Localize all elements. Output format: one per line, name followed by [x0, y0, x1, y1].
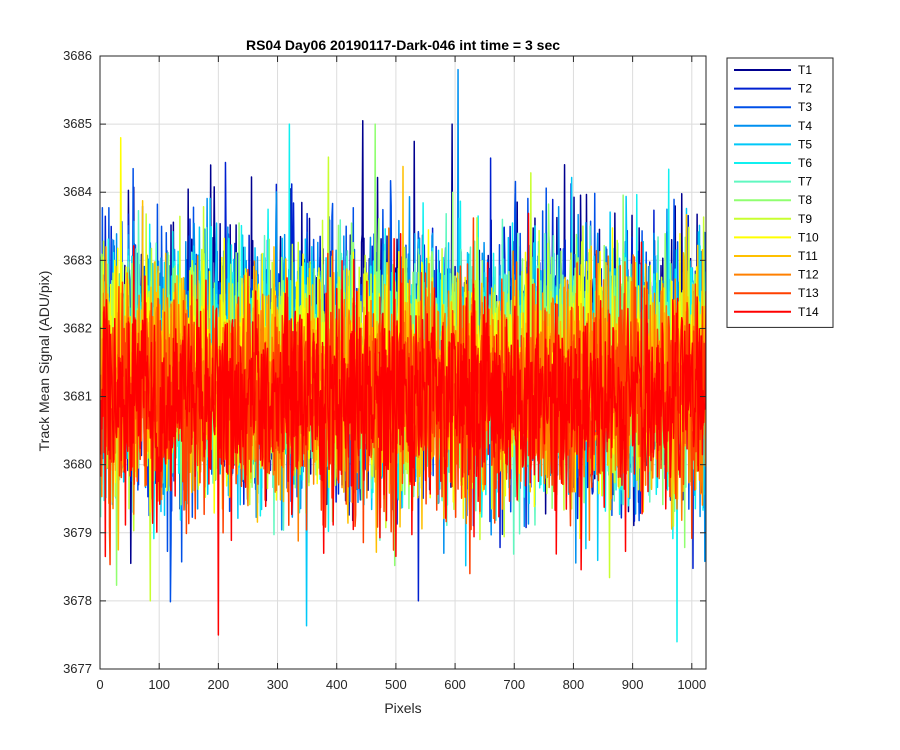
y-tick-label: 3680 [63, 457, 92, 472]
legend-entry: T11 [734, 249, 818, 263]
legend-entry: T2 [734, 82, 812, 96]
legend-entry: T12 [734, 268, 819, 282]
legend-label: T4 [798, 119, 812, 133]
y-tick-label: 3683 [63, 252, 92, 267]
legend-label: T14 [798, 305, 819, 319]
x-tick-label: 1000 [677, 677, 706, 692]
legend-label: T13 [798, 286, 819, 300]
y-tick-label: 3677 [63, 661, 92, 676]
legend-label: T3 [798, 100, 812, 114]
legend-entry: T1 [734, 63, 812, 77]
legend-label: T8 [798, 193, 812, 207]
y-tick-labels: 3677 3678 3679 3680 3681 3682 3683 3684 3685 3686 [63, 48, 92, 676]
legend-entry: T4 [734, 119, 812, 133]
x-tick-label: 500 [385, 677, 407, 692]
legend-label: T1 [798, 63, 812, 77]
plot-frame [99, 55, 707, 670]
chart-title: RS04 Day06 20190117-Dark-046 int time = … [246, 37, 560, 53]
legend-label: T10 [798, 230, 819, 244]
legend-label: T6 [798, 156, 812, 170]
legend-label: T5 [798, 137, 812, 151]
y-tick-label: 3684 [63, 184, 92, 199]
y-tick-label: 3678 [63, 593, 92, 608]
x-tick-label: 0 [96, 677, 103, 692]
series-line-t14 [100, 212, 706, 636]
x-tick-label: 400 [326, 677, 348, 692]
y-tick-label: 3685 [63, 116, 92, 131]
x-axis-title: Pixels [384, 700, 421, 716]
x-tick-label: 700 [503, 677, 525, 692]
legend-box [726, 57, 834, 328]
x-tick-label: 100 [148, 677, 170, 692]
legend-entry: T10 [734, 230, 819, 244]
y-tick-label: 3679 [63, 525, 92, 540]
legend-entry: T7 [734, 175, 812, 189]
legend-label: T2 [798, 82, 812, 96]
x-tick-label: 800 [563, 677, 585, 692]
legend-label: T7 [798, 175, 812, 189]
legend-entry: T3 [734, 100, 812, 114]
legend-entry: T6 [734, 156, 812, 170]
legend-entry: T8 [734, 193, 812, 207]
legend-entry: T5 [734, 137, 812, 151]
legend: T1 T2 T3 T4 T5 T6 T7 T8 T9 T10 T11 T12 T13 T14 [726, 57, 834, 328]
series-layer [100, 68, 706, 643]
y-tick-label: 3686 [63, 48, 92, 63]
ticks [99, 55, 706, 670]
y-axis-title: Track Mean Signal (ADU/pix) [36, 271, 52, 452]
x-tick-label: 600 [444, 677, 466, 692]
legend-entry: T13 [734, 286, 819, 300]
y-tick-label: 3681 [63, 389, 92, 404]
legend-label: T9 [798, 212, 812, 226]
y-tick-label: 3682 [63, 320, 92, 335]
legend-entry: T14 [734, 305, 819, 319]
x-tick-labels: 0 100 200 300 400 500 600 700 800 900 1000 [96, 677, 706, 692]
x-tick-label: 200 [208, 677, 230, 692]
x-tick-label: 900 [622, 677, 644, 692]
legend-label: T11 [798, 249, 818, 263]
legend-label: T12 [798, 268, 819, 282]
legend-entry: T9 [734, 212, 812, 226]
x-tick-label: 300 [267, 677, 289, 692]
